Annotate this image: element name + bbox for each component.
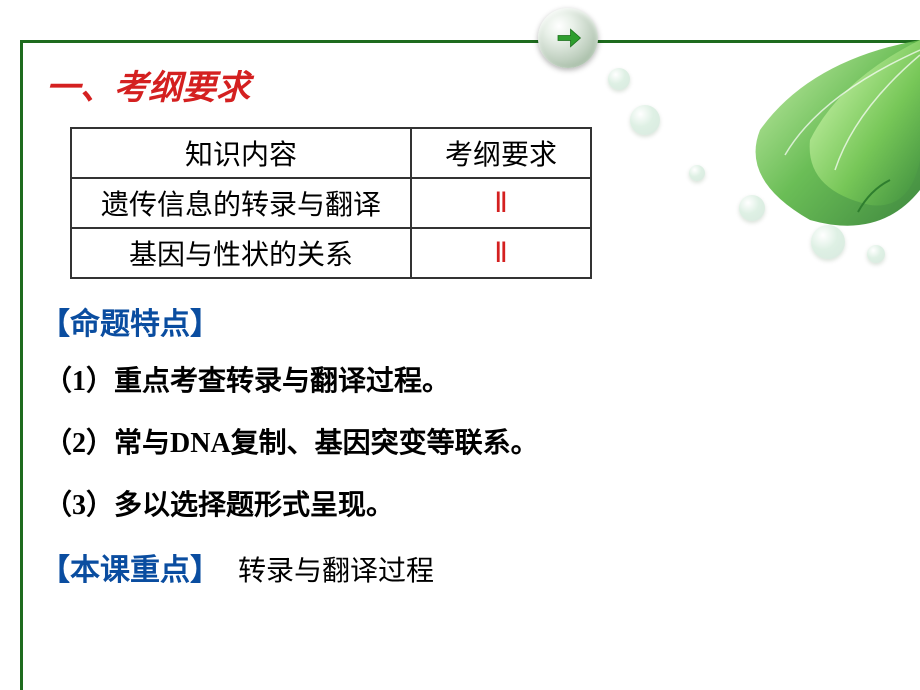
table-header-row: 知识内容 考纲要求 — [71, 128, 591, 178]
table-row: 基因与性状的关系 Ⅱ — [71, 228, 591, 278]
arrow-right-icon — [553, 23, 583, 53]
feature-point: （1）重点考查转录与翻译过程。 — [44, 359, 880, 399]
feature-point: （3）多以选择题形式呈现。 — [44, 483, 880, 523]
table-cell-requirement: Ⅱ — [411, 228, 591, 278]
focus-row: 【本课重点】 转录与翻译过程 — [40, 545, 880, 589]
feature-point: （2）常与DNA复制、基因突变等联系。 — [44, 421, 880, 461]
table-header-requirement: 考纲要求 — [411, 128, 591, 178]
requirements-table: 知识内容 考纲要求 遗传信息的转录与翻译 Ⅱ 基因与性状的关系 Ⅱ — [70, 127, 592, 279]
table-cell-requirement: Ⅱ — [411, 178, 591, 228]
table-cell-content: 遗传信息的转录与翻译 — [71, 178, 411, 228]
content-area: 一、考纲要求 知识内容 考纲要求 遗传信息的转录与翻译 Ⅱ 基因与性状的关系 Ⅱ… — [40, 60, 880, 589]
focus-value: 转录与翻译过程 — [238, 549, 434, 589]
table-header-content: 知识内容 — [71, 128, 411, 178]
next-arrow-button[interactable] — [538, 8, 598, 68]
table-cell-content: 基因与性状的关系 — [71, 228, 411, 278]
section-heading: 一、考纲要求 — [46, 60, 880, 109]
focus-subheading: 【本课重点】 — [40, 545, 220, 589]
features-subheading: 【命题特点】 — [40, 299, 880, 343]
table-row: 遗传信息的转录与翻译 Ⅱ — [71, 178, 591, 228]
